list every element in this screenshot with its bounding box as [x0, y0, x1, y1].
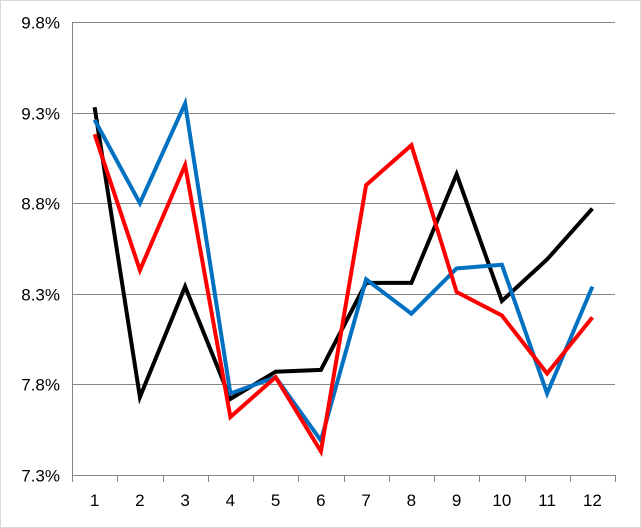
y-tick-label: 8.3% — [21, 286, 60, 305]
series-line-2 — [92, 96, 595, 446]
series-lines — [92, 96, 595, 458]
x-tick-label: 4 — [226, 491, 235, 510]
x-tick-label: 1 — [90, 491, 99, 510]
x-tick-label: 12 — [583, 491, 602, 510]
y-tick-label: 7.8% — [21, 376, 60, 395]
x-tick-label: 11 — [538, 491, 556, 510]
x-tick-label: 5 — [271, 491, 280, 510]
y-tick-label: 7.3% — [21, 467, 60, 486]
x-tick-label: 8 — [407, 491, 416, 510]
gridlines — [72, 22, 615, 385]
x-tick-label: 3 — [180, 491, 189, 510]
x-tick-label: 9 — [452, 491, 461, 510]
x-tick-label: 2 — [135, 491, 144, 510]
y-tick-label: 9.8% — [21, 14, 60, 33]
axes — [72, 22, 616, 482]
x-tick-label: 6 — [316, 491, 325, 510]
series-line-3 — [92, 133, 594, 458]
y-tick-label: 9.3% — [21, 105, 60, 124]
y-tick-label: 8.8% — [21, 195, 60, 214]
x-tick-label: 10 — [492, 491, 511, 510]
x-tick-label: 7 — [361, 491, 370, 510]
tick-labels: 7.3%7.8%8.3%8.8%9.3%9.8%1 2 3 4 5 6 7 8 9 10 11 12 — [21, 14, 602, 511]
